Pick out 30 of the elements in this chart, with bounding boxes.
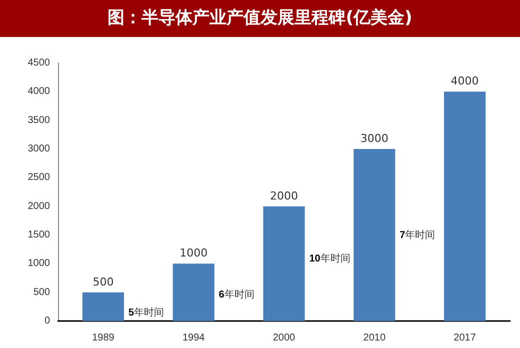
data-label: 1000 (180, 246, 208, 260)
y-tick-label: 1500 (28, 230, 50, 240)
annotation: 5年时间 (128, 306, 164, 319)
data-label: 3000 (360, 132, 388, 145)
y-tick-label: 3000 (28, 144, 50, 154)
y-tick-label: 1000 (28, 258, 50, 270)
data-label: 2000 (270, 189, 298, 202)
y-tick-label: 2500 (28, 172, 50, 184)
data-label: 500 (92, 275, 114, 288)
annotation: 7年时间 (400, 229, 436, 242)
y-tick-label: 4000 (28, 86, 50, 98)
annotation: 6年时间 (218, 288, 254, 301)
y-tick-label: 2000 (28, 200, 50, 212)
x-tick-label: 2000 (272, 332, 296, 344)
annotation: 10年时间 (309, 252, 350, 264)
y-tick-label: 4500 (28, 58, 50, 68)
x-tick-label: 1989 (92, 332, 115, 344)
y-tick-label: 500 (33, 286, 50, 298)
y-tick-label: 3500 (28, 114, 50, 126)
data-label: 4000 (450, 74, 479, 88)
bar (82, 292, 124, 321)
x-tick-label: 2010 (363, 332, 386, 344)
x-tick-label: 1994 (182, 332, 206, 344)
bar (354, 149, 396, 321)
chart-title: 图：半导体产业产值发展里程碑(亿美金) (0, 0, 520, 37)
y-tick-label: 0 (44, 316, 50, 326)
bar (172, 264, 214, 321)
bar (263, 206, 305, 321)
bar (444, 92, 486, 321)
x-tick-label: 2017 (454, 332, 476, 344)
